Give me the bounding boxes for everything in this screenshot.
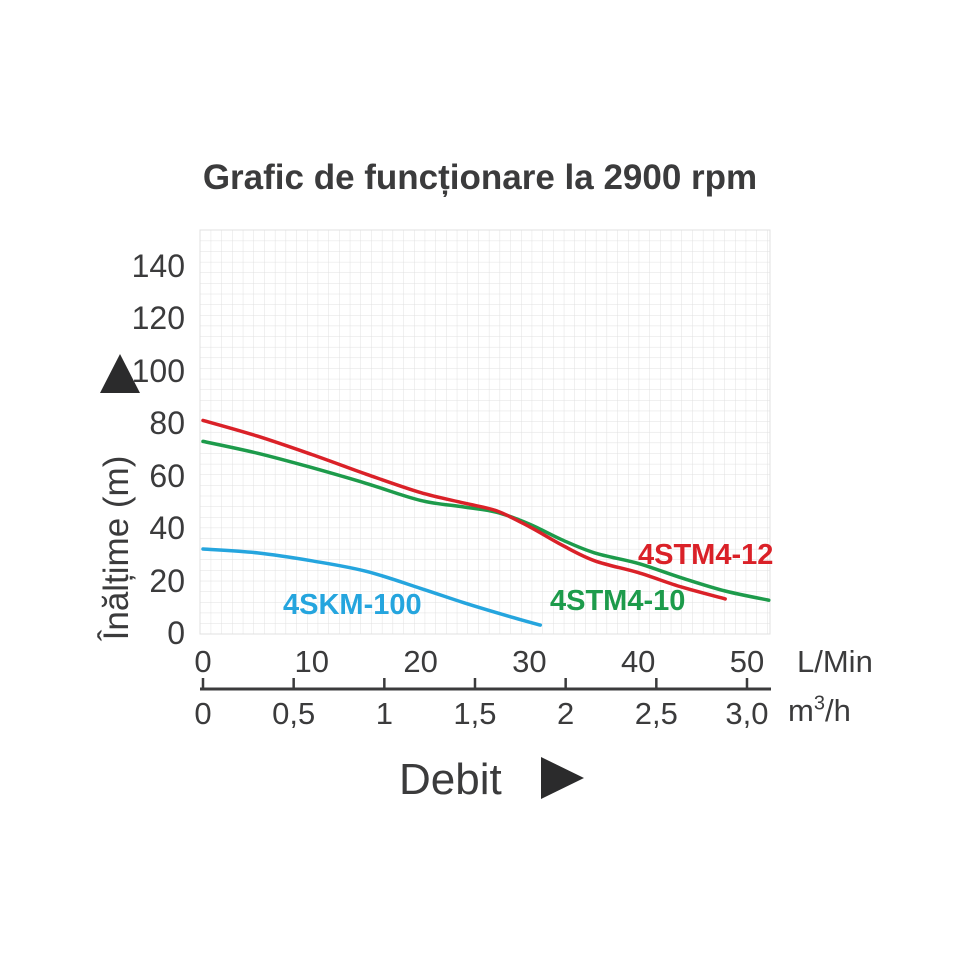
- curve-4stm4-12: [201, 418, 727, 601]
- m3h-unit-prefix: m: [788, 693, 814, 728]
- x-axis-unit-lmin: L/Min: [797, 644, 873, 679]
- y-tick-label: 120: [131, 300, 185, 336]
- m3h-tick-label: 0,5: [272, 696, 316, 731]
- up-arrow-icon: [100, 354, 140, 393]
- m3h-tick-label: 0: [194, 696, 212, 731]
- m3h-axis-line: [200, 678, 771, 691]
- x-axis-label: Debit: [399, 755, 502, 804]
- curve-4skm-100: [201, 547, 543, 627]
- x-axis-unit-m3h: m3/h: [788, 694, 851, 728]
- series-label-4skm-100: 4SKM-100: [283, 589, 422, 621]
- m3h-tick-label: 1,5: [453, 696, 497, 731]
- lmin-tick-label: 0: [194, 644, 212, 679]
- right-arrow-icon: [541, 757, 584, 799]
- lmin-tick-label: 50: [729, 644, 765, 679]
- y-tick-label: 0: [167, 615, 185, 651]
- lmin-tick-label: 20: [403, 644, 438, 679]
- m3h-tick-label: 2: [557, 696, 575, 731]
- lmin-tick-label: 40: [620, 644, 656, 679]
- m3h-tick-label: 3,0: [725, 696, 769, 731]
- y-tick-label: 40: [149, 510, 185, 546]
- pump-curves: [201, 418, 771, 627]
- series-label-4stm4-12: 4STM4-12: [638, 539, 774, 571]
- y-tick-label: 140: [131, 247, 185, 284]
- m3h-unit-suffix: /h: [824, 693, 851, 728]
- m3h-tick-label: 1: [375, 696, 393, 731]
- lmin-tick-label: 10: [294, 644, 330, 679]
- y-tick-label: 100: [131, 352, 185, 389]
- m3h-tick-label: 2,5: [634, 696, 678, 731]
- chart-title: Grafic de funcționare la 2900 rpm: [202, 158, 758, 197]
- series-label-4stm4-10: 4STM4-10: [550, 585, 686, 617]
- m3h-unit-sup: 3: [813, 692, 825, 715]
- grid-background: [199, 229, 771, 635]
- y-tick-label: 80: [149, 405, 185, 441]
- lmin-tick-label: 30: [512, 644, 547, 679]
- y-axis-label: Înălțime (m): [97, 455, 136, 641]
- y-tick-label: 60: [149, 457, 185, 494]
- y-tick-label: 20: [149, 562, 185, 599]
